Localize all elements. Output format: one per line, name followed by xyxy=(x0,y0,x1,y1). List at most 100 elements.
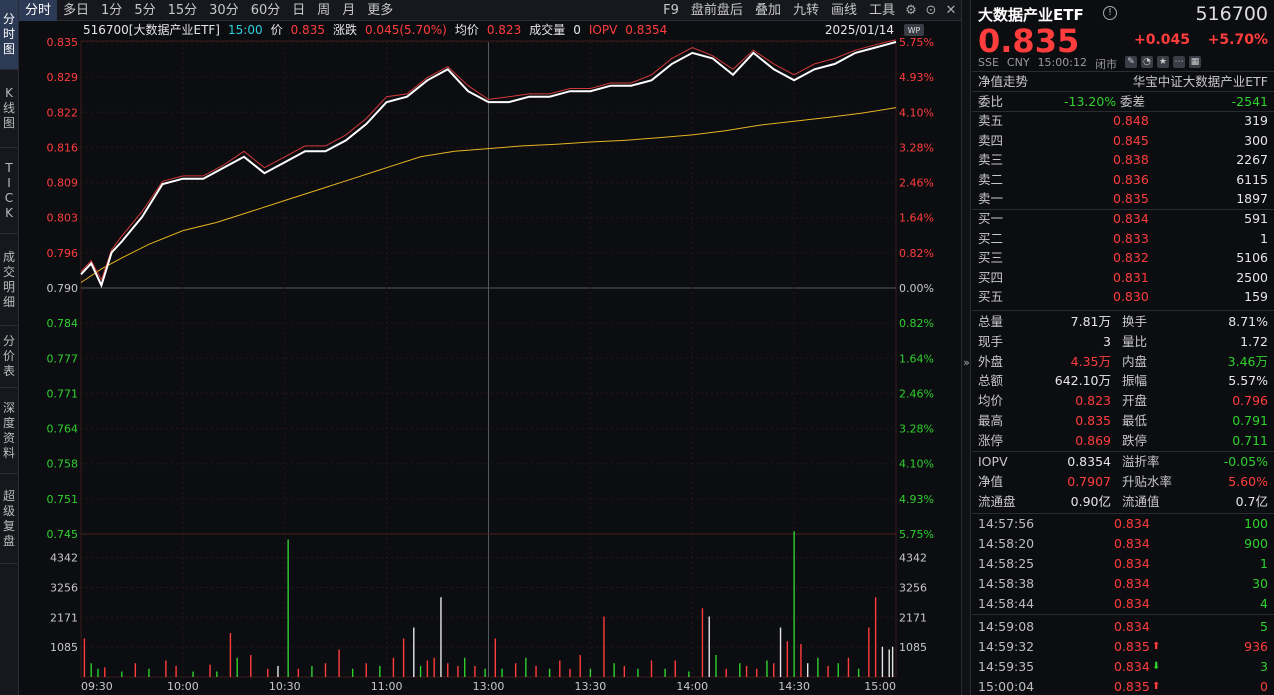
stat-value: 3 xyxy=(1103,333,1111,349)
star-icon[interactable]: ★ xyxy=(1156,56,1169,68)
stat-row[interactable]: 最高 0.835 最低 0.791 xyxy=(972,411,1274,431)
period-tab-7[interactable]: 日 xyxy=(292,2,306,18)
price-value: 0.835 xyxy=(291,23,325,37)
y-tick-label: 0.777 xyxy=(47,352,79,365)
bid-row[interactable]: 买二 0.833 1 xyxy=(972,229,1274,249)
trade-row[interactable]: 14:59:08 0.834 5 xyxy=(972,617,1274,637)
trade-row[interactable]: 14:57:56 0.834 100 xyxy=(972,514,1274,534)
vtab-4[interactable]: 分价表 xyxy=(0,326,18,388)
panel-divider[interactable]: » xyxy=(961,0,971,695)
x-tick-label: 14:00 xyxy=(676,680,708,693)
edit-icon[interactable]: ✎ xyxy=(1124,56,1137,68)
tool-button-5[interactable]: 工具 xyxy=(868,2,895,18)
ask-volume: 319 xyxy=(1244,113,1268,128)
down-arrow-icon: ⬇ xyxy=(1152,660,1161,672)
close-icon[interactable]: ✕ xyxy=(945,2,957,18)
period-tab-8[interactable]: 周 xyxy=(317,2,331,18)
stat-row[interactable]: 总量 7.81万 换手 8.71% xyxy=(972,312,1274,332)
tool-button-1[interactable]: 盘前盘后 xyxy=(690,2,743,18)
vtab-char: 交 xyxy=(2,264,15,279)
bid-row[interactable]: 买五 0.830 159 xyxy=(972,287,1274,307)
stat-row[interactable]: 均价 0.823 开盘 0.796 xyxy=(972,391,1274,411)
stat-row[interactable]: 总额 642.10万 振幅 5.57% xyxy=(972,371,1274,391)
stat-value: 0.835 xyxy=(1075,413,1111,428)
bid-price: 0.833 xyxy=(1113,230,1149,246)
period-tab-2[interactable]: 1分 xyxy=(101,2,123,18)
bid-row[interactable]: 买一 0.834 591 xyxy=(972,209,1274,229)
y-tick-label: 0.816 xyxy=(47,141,79,154)
divider xyxy=(972,614,1274,615)
period-tab-9[interactable]: 月 xyxy=(342,2,356,18)
bid-row[interactable]: 买四 0.831 2500 xyxy=(972,268,1274,288)
price-label: 价 xyxy=(271,23,283,37)
stat-value: 4.35万 xyxy=(1070,353,1111,369)
stat-label: 最低 xyxy=(1122,413,1148,428)
x-tick-label: 13:30 xyxy=(575,680,607,693)
y-tick-label: 0.784 xyxy=(47,317,79,330)
bid-row[interactable]: 买三 0.832 5106 xyxy=(972,248,1274,268)
up-arrow-icon: ⬆ xyxy=(1152,640,1161,652)
vtab-3[interactable]: 成交明细 xyxy=(0,234,18,326)
circle-up-icon[interactable]: ⊙ xyxy=(925,2,937,18)
trade-row[interactable]: 14:58:38 0.834 30 xyxy=(972,574,1274,594)
y-tick-label: 0.751 xyxy=(47,493,79,506)
trade-row[interactable]: 14:59:32 0.835 936 ⬆ xyxy=(972,637,1274,657)
info-icon[interactable]: ! xyxy=(1103,6,1117,20)
stat-row[interactable]: 涨停 0.869 跌停 0.711 xyxy=(972,431,1274,451)
ask-row[interactable]: 卖四 0.845 300 xyxy=(972,131,1274,151)
tool-button-2[interactable]: 叠加 xyxy=(754,2,781,18)
ask-row[interactable]: 卖二 0.836 6115 xyxy=(972,170,1274,190)
period-tab-10[interactable]: 更多 xyxy=(367,2,394,18)
stat-label: 净值 xyxy=(978,473,1004,489)
period-tab-1[interactable]: 多日 xyxy=(63,2,90,18)
more-icon[interactable]: ⋯ xyxy=(1172,56,1185,68)
ask-row[interactable]: 卖五 0.848 319 xyxy=(972,111,1274,131)
stat-label: 量比 xyxy=(1122,333,1148,349)
tool-button-0[interactable]: F9 xyxy=(663,2,679,18)
stat-row[interactable]: 流通盘 0.90亿 流通值 0.7亿 xyxy=(972,492,1274,512)
trade-volume: 936 xyxy=(1244,638,1268,654)
stat-row[interactable]: 现手 3 量比 1.72 xyxy=(972,332,1274,352)
intraday-chart[interactable]: 0.835 5.75% 0.829 4.93% 0.822 4.10% 0.816 3.28%… xyxy=(19,21,961,695)
stat-row[interactable]: IOPV 0.8354 溢折率 -0.05% xyxy=(972,452,1274,472)
trade-row[interactable]: 14:58:25 0.834 1 xyxy=(972,554,1274,574)
ask-row[interactable]: 卖一 0.835 1897 xyxy=(972,189,1274,209)
trade-row[interactable]: 14:58:44 0.834 4 xyxy=(972,594,1274,614)
period-tab-5[interactable]: 30分 xyxy=(209,2,239,18)
period-tab-6[interactable]: 60分 xyxy=(250,2,281,18)
period-tab-4[interactable]: 15分 xyxy=(167,2,198,18)
chart-date: 2025/01/14 xyxy=(825,23,894,37)
vtab-char: 线 xyxy=(2,101,15,115)
stat-value: 0.7907 xyxy=(1067,473,1111,489)
grid-icon[interactable]: ▦ xyxy=(1188,56,1201,68)
stat-value: 5.57% xyxy=(1228,373,1268,389)
gear-icon[interactable]: ⚙ xyxy=(905,2,917,18)
nav-row[interactable]: 净值走势 华宝中证大数据产业ETF xyxy=(972,72,1274,92)
vtab-6[interactable]: 超级复盘 xyxy=(0,474,18,564)
vtab-char: 时 xyxy=(2,27,15,41)
exchange-label: SSE xyxy=(978,56,999,69)
period-tab-0[interactable]: 分时 xyxy=(19,0,58,21)
trade-row[interactable]: 15:00:04 0.835 0 ⬆ xyxy=(972,677,1274,695)
x-tick-label: 10:30 xyxy=(269,680,301,693)
stat-row[interactable]: 外盘 4.35万 内盘 3.46万 xyxy=(972,352,1274,372)
trade-row[interactable]: 14:58:20 0.834 900 xyxy=(972,534,1274,554)
bell-icon[interactable]: ◔ xyxy=(1140,56,1153,68)
ask-label: 卖二 xyxy=(978,171,1004,187)
y-tick-label-right: 2.46% xyxy=(899,177,934,190)
collapse-arrow-icon[interactable]: » xyxy=(963,356,970,369)
vtab-0[interactable]: 分时图 xyxy=(0,0,18,70)
vtab-5[interactable]: 深度资料 xyxy=(0,388,18,474)
stat-label: 流通值 xyxy=(1122,493,1160,509)
tool-button-3[interactable]: 九转 xyxy=(792,2,819,18)
order-ratio-row[interactable]: 委比 -13.20% 委差 -2541 xyxy=(972,92,1274,112)
period-tab-3[interactable]: 5分 xyxy=(134,2,156,18)
trade-row[interactable]: 14:59:35 0.834 3 ⬇ xyxy=(972,657,1274,677)
ask-row[interactable]: 卖三 0.838 2267 xyxy=(972,150,1274,170)
bid-label: 买一 xyxy=(978,211,1004,226)
currency-label: CNY xyxy=(1006,56,1030,69)
tool-button-4[interactable]: 画线 xyxy=(830,2,857,18)
stat-row[interactable]: 净值 0.7907 升贴水率 5.60% xyxy=(972,472,1274,492)
